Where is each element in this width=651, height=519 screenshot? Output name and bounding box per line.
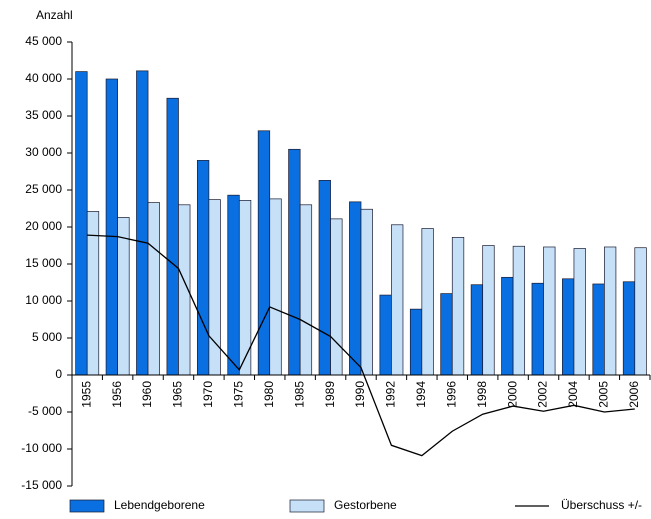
- bar: [573, 248, 586, 376]
- x-tick-label: 2005: [597, 381, 611, 408]
- bar: [147, 202, 160, 376]
- bar: [451, 237, 465, 376]
- bar: [227, 194, 240, 376]
- bar: [622, 281, 636, 376]
- x-tick-label: 1975: [231, 381, 245, 408]
- y-tick-label: 5 000: [32, 330, 62, 344]
- bar: [349, 201, 362, 376]
- bar: [269, 198, 282, 376]
- y-tick-label: -15 000: [21, 478, 62, 492]
- bar: [360, 208, 373, 376]
- legend-label: Lebendgeborene: [114, 498, 205, 512]
- bar: [166, 97, 179, 376]
- x-tick-label: 2000: [505, 381, 519, 408]
- x-tick-label: 1992: [384, 381, 398, 408]
- x-tick-label: 2002: [536, 381, 550, 408]
- bar: [299, 204, 313, 376]
- bar: [257, 130, 271, 376]
- x-tick-label: 1996: [444, 381, 458, 408]
- bar: [543, 246, 556, 376]
- bar: [196, 160, 210, 376]
- bar: [391, 224, 404, 376]
- x-tick-label: 1985: [292, 381, 306, 408]
- bar: [379, 294, 392, 376]
- y-tick-label: 0: [55, 367, 62, 381]
- y-tick-label: -5 000: [28, 404, 62, 418]
- x-tick-label: 1960: [140, 381, 154, 408]
- bar: [470, 284, 484, 376]
- bar: [482, 245, 495, 376]
- bar: [562, 278, 575, 376]
- x-tick-label: 1989: [323, 381, 337, 408]
- bar: [330, 218, 343, 376]
- y-tick-label: 25 000: [25, 182, 62, 196]
- bar: [604, 246, 617, 376]
- x-tick-label: 1994: [414, 381, 428, 408]
- bar: [531, 282, 544, 376]
- bar: [288, 148, 301, 376]
- bar: [318, 180, 331, 376]
- x-tick-label: 1965: [171, 381, 185, 408]
- bar: [117, 217, 130, 376]
- y-tick-label: 35 000: [25, 108, 62, 122]
- line: [87, 234, 635, 457]
- y-tick-label: 10 000: [25, 293, 62, 307]
- x-tick-label: 1955: [79, 381, 93, 408]
- x-tick-label: 2006: [627, 381, 641, 408]
- x-tick-label: 1980: [262, 381, 276, 408]
- bar: [634, 247, 647, 376]
- y-tick-label: 40 000: [25, 71, 62, 85]
- x-tick-label: 2004: [566, 381, 580, 408]
- bar: [440, 293, 453, 376]
- y-tick-label: 20 000: [25, 219, 62, 233]
- y-axis-title: Anzahl: [36, 8, 73, 22]
- x-tick-label: 1956: [110, 381, 124, 408]
- x-tick-label: 1998: [475, 381, 489, 408]
- y-tick-label: -10 000: [21, 441, 62, 455]
- bar: [592, 283, 605, 376]
- legend-swatch: [69, 499, 105, 513]
- bar: [409, 308, 423, 376]
- bar: [208, 199, 221, 376]
- legend-label: Gestorbene: [334, 498, 397, 512]
- x-tick-label: 1990: [353, 381, 367, 408]
- x-tick-label: 1970: [201, 381, 215, 408]
- legend-swatch: [289, 499, 325, 513]
- y-tick-label: 30 000: [25, 145, 62, 159]
- bar: [421, 228, 434, 376]
- bar: [136, 70, 149, 376]
- y-tick-label: 15 000: [25, 256, 62, 270]
- y-tick-label: 45 000: [25, 34, 62, 48]
- bar: [501, 276, 514, 376]
- bar: [512, 245, 526, 376]
- bar: [75, 71, 88, 376]
- legend-label: Überschuss +/-: [561, 498, 642, 512]
- bar: [105, 78, 118, 376]
